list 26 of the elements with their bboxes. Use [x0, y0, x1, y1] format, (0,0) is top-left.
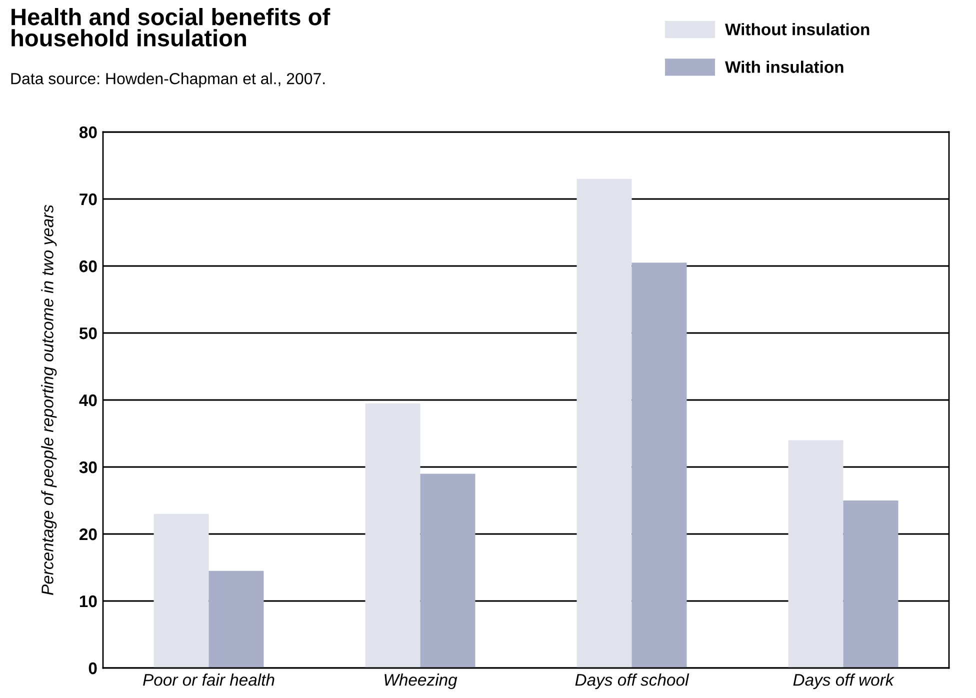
y-tick-label: 0 — [88, 662, 97, 674]
chart-subtitle: Data source: Howden-Chapman et al., 2007. — [11, 72, 325, 88]
y-tick-label: 60 — [80, 260, 97, 272]
y-axis-title: Percentage of people reporting outcome in two years — [41, 204, 57, 595]
bar — [154, 514, 209, 668]
bar — [843, 500, 898, 668]
bar — [365, 403, 420, 668]
legend-label: With insulation — [725, 60, 844, 73]
chart-title: Health and social benefits of household insulation — [12, 8, 330, 46]
bar — [632, 262, 687, 668]
y-tick-label: 50 — [79, 327, 97, 340]
x-tick-label: Wheezing — [384, 674, 458, 690]
x-tick-label: Poor or fair health — [143, 674, 274, 686]
legend-label: Without insulation — [725, 23, 870, 36]
y-tick-label: 70 — [80, 193, 97, 206]
x-tick-label: Days off work — [793, 674, 894, 690]
bar — [576, 178, 632, 668]
bar — [420, 474, 476, 668]
bar — [208, 570, 264, 668]
y-tick-label: 80 — [79, 126, 97, 138]
y-tick-label: 40 — [79, 394, 97, 406]
y-tick-label: 20 — [79, 528, 97, 540]
x-tick-label: Days off school — [575, 674, 690, 690]
y-tick-label: 10 — [80, 595, 97, 608]
y-tick-label: 30 — [79, 461, 97, 474]
bar — [788, 440, 844, 668]
